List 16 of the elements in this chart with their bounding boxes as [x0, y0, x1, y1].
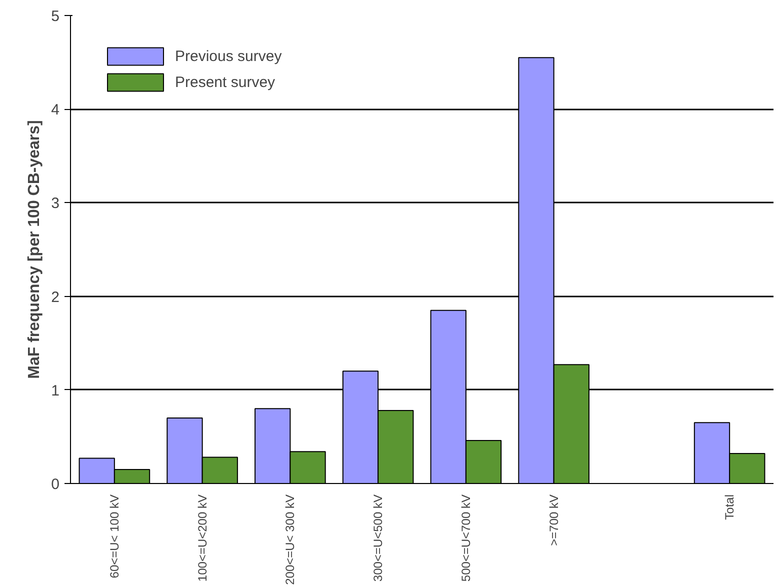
x-tick-label: 300<=U<500 kV [371, 494, 386, 582]
x-tick-label: 60<=U< 100 kV [107, 494, 122, 578]
y-tick-label: 5 [51, 8, 60, 25]
y-tick-label: 4 [51, 102, 60, 119]
x-tick-label: Total [722, 494, 737, 520]
y-tick-label: 1 [51, 382, 60, 400]
legend-label: Present survey [175, 74, 276, 90]
y-tick-label: 2 [51, 288, 60, 306]
y-tick-label: 0 [51, 476, 60, 493]
y-tick-label: 3 [51, 195, 60, 212]
legend-label: Previous survey [175, 48, 282, 64]
x-tick-label: 200<=U< 300 kV [283, 494, 298, 585]
y-axis-title: MaF frequency [per 100 CB-years] [26, 120, 44, 379]
x-tick-label: 100<=U<200 kV [195, 494, 210, 582]
x-tick-label: 500<=U<700 kV [458, 494, 473, 582]
x-tick-label: >=700 kV [546, 494, 561, 546]
